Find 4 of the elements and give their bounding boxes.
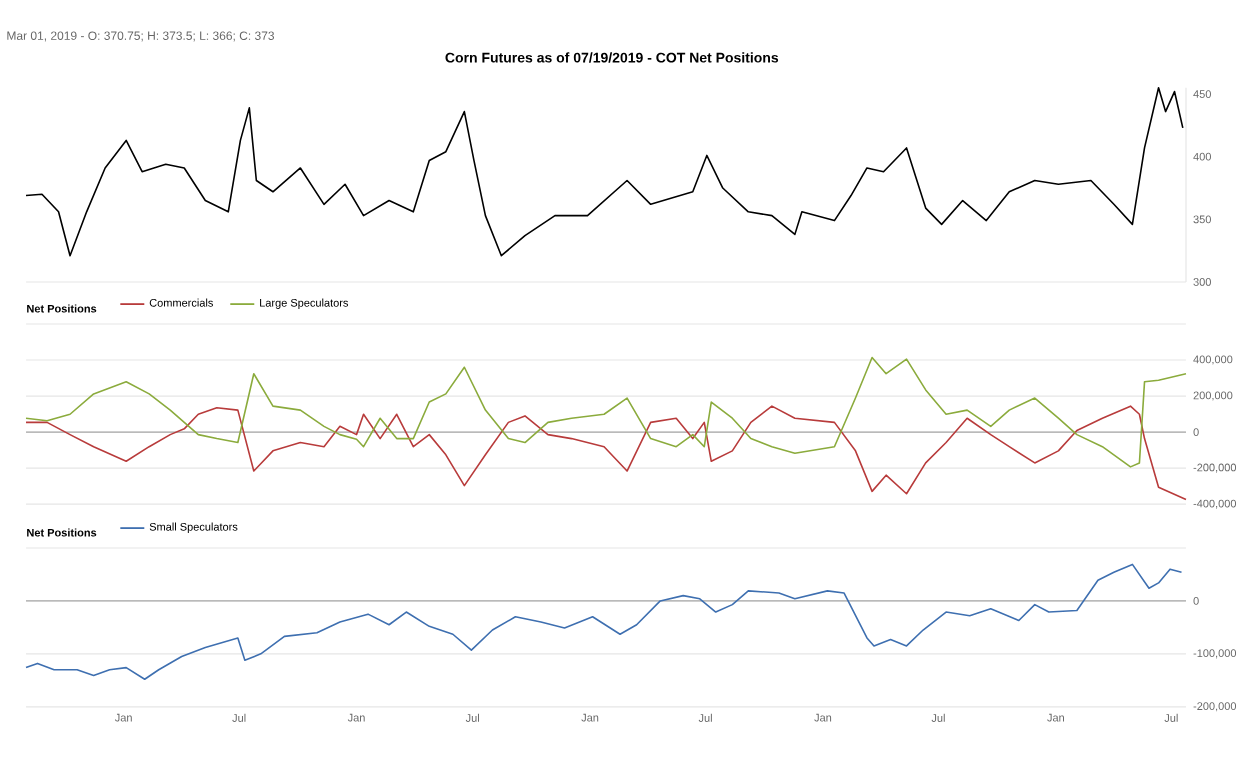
line-series xyxy=(25,405,1187,501)
line-series xyxy=(25,356,1187,468)
line-series xyxy=(25,86,1184,257)
line-series xyxy=(25,563,1183,681)
